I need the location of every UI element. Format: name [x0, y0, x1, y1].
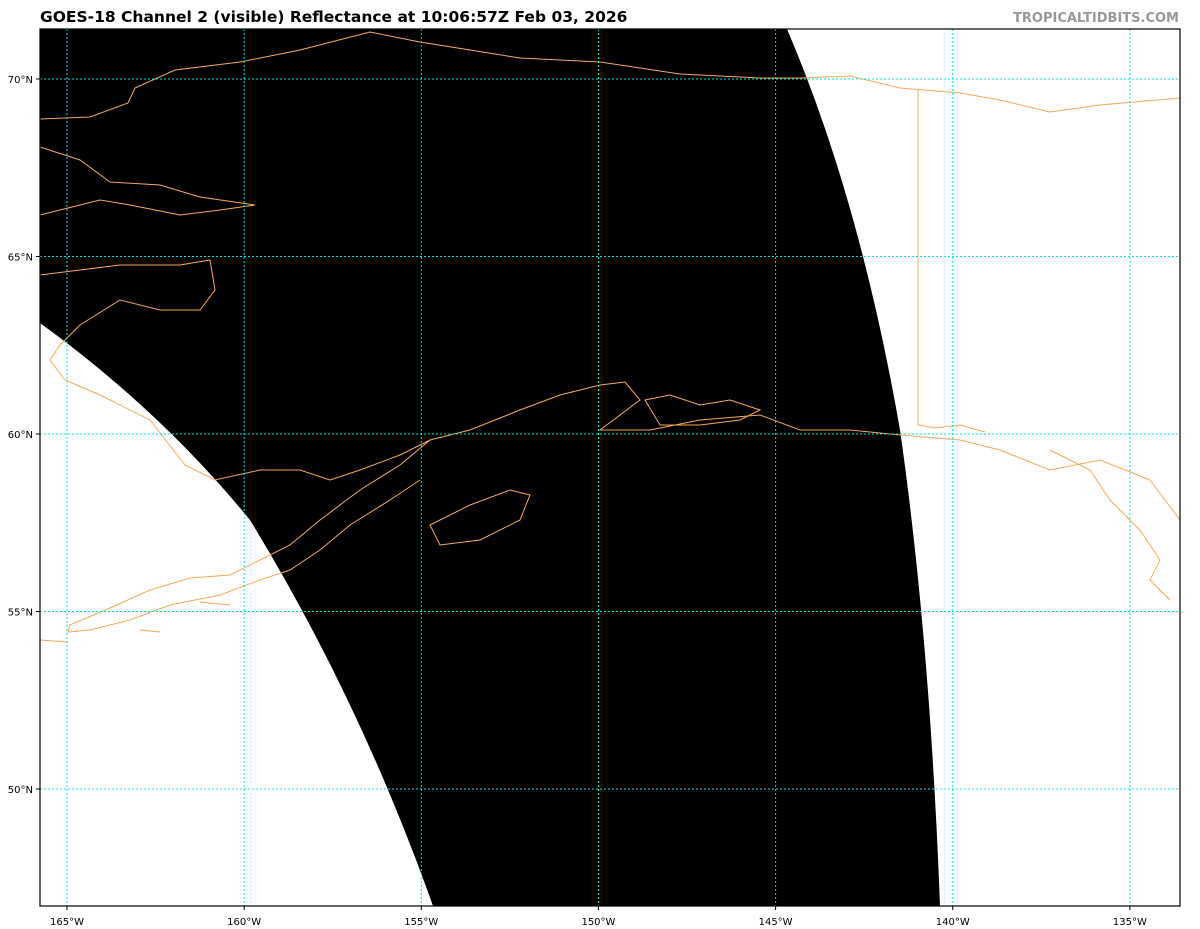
aleutian-islands: [40, 601, 231, 643]
prince-william-sound: [644, 394, 762, 426]
lat-tick-label: 60°N: [8, 430, 33, 441]
lat-tick-label: 50°N: [8, 785, 33, 796]
canada-border: [917, 90, 986, 433]
seward-coast: [40, 146, 256, 216]
lon-tick-label: 135°W: [1113, 917, 1147, 928]
coastlines: [40, 31, 1180, 643]
kodiak-island: [429, 489, 531, 546]
lat-tick-label: 55°N: [8, 608, 33, 619]
lon-tick-label: 155°W: [404, 917, 438, 928]
lat-tick-label: 65°N: [8, 253, 33, 264]
lon-tick-label: 140°W: [936, 917, 970, 928]
lon-tick-label: 150°W: [581, 917, 615, 928]
southeast-alaska: [1049, 449, 1171, 601]
map-title: GOES-18 Channel 2 (visible) Reflectance …: [40, 8, 628, 26]
western-coast: [40, 259, 1180, 521]
lon-tick-label: 145°W: [759, 917, 793, 928]
map-frame: [39, 28, 1181, 907]
watermark: TROPICALTIDBITS.COM: [1013, 11, 1179, 26]
lon-tick-label: 165°W: [50, 917, 84, 928]
lat-tick-label: 70°N: [8, 75, 33, 86]
satellite-swath: [40, 29, 940, 906]
graticule: [40, 29, 1180, 906]
north-coast: [40, 31, 1180, 120]
alaska-peninsula: [67, 439, 431, 633]
lon-tick-label: 160°W: [227, 917, 261, 928]
